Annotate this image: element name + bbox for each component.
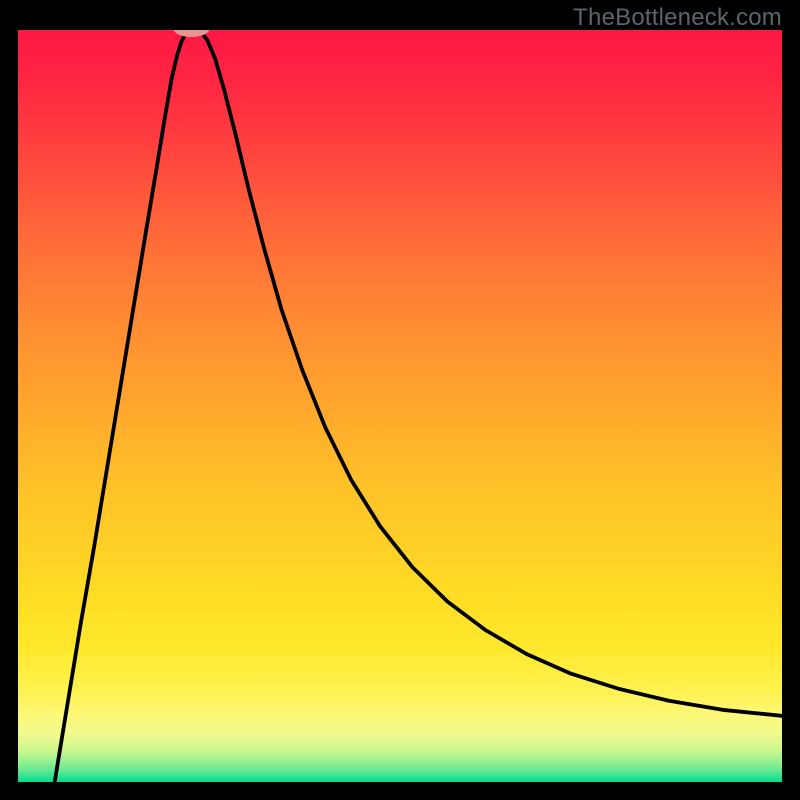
border-left <box>0 0 18 800</box>
plot-area <box>18 30 782 782</box>
border-bottom <box>0 782 800 800</box>
watermark-text: TheBottleneck.com <box>573 4 782 32</box>
optimum-marker <box>18 30 782 782</box>
chart-frame: TheBottleneck.com <box>0 0 800 800</box>
border-right <box>782 0 800 800</box>
